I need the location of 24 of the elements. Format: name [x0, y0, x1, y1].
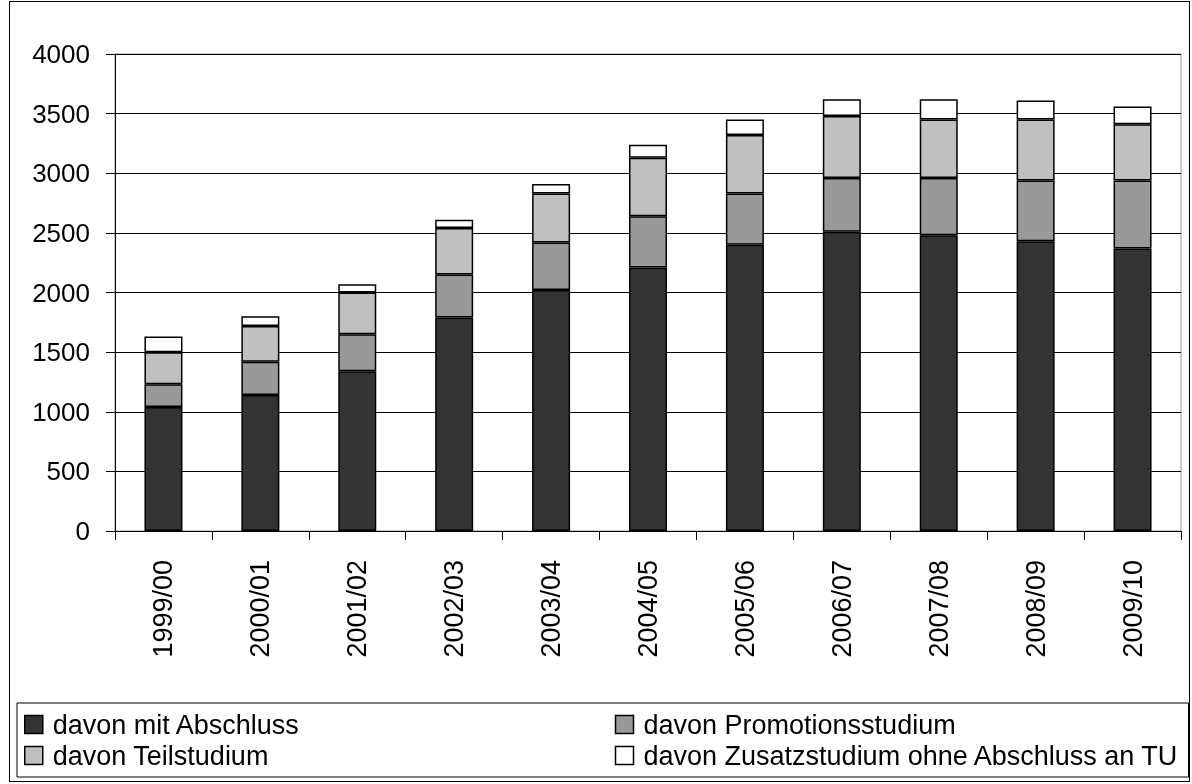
y-tick-label: 3000 [32, 158, 90, 189]
y-tick-label: 1000 [32, 396, 90, 427]
y-tick-label: 2000 [32, 277, 90, 308]
x-tick-label: 2006/07 [826, 560, 857, 658]
y-tick-label: 0 [75, 516, 90, 546]
x-tick-label: 2004/05 [633, 560, 663, 658]
x-tick-label: 2003/04 [536, 560, 567, 658]
legend-label: davon Teilstudium [52, 740, 269, 771]
x-tick-label: 2001/02 [342, 560, 373, 658]
x-tick-label: 2005/06 [729, 560, 760, 658]
y-tick-label: 500 [46, 456, 90, 487]
x-tick-label: 2007/08 [923, 560, 954, 658]
x-tick-label: 1999/00 [148, 560, 179, 658]
y-tick-label: 1500 [32, 337, 90, 368]
legend-label: davon Zusatzstudium ohne Abschluss an TU [643, 740, 1178, 771]
legend-label: davon mit Abschluss [52, 709, 299, 740]
legend-label: davon Promotionsstudium [643, 709, 956, 740]
x-tick-label: 2009/10 [1117, 560, 1148, 658]
x-tick-label: 2008/09 [1020, 560, 1051, 658]
x-tick-label: 2000/01 [245, 560, 276, 658]
x-tick-label: 2002/03 [439, 560, 470, 658]
y-tick-label: 3500 [32, 98, 90, 129]
y-tick-label: 2500 [32, 217, 90, 248]
y-tick-label: 4000 [32, 39, 90, 69]
